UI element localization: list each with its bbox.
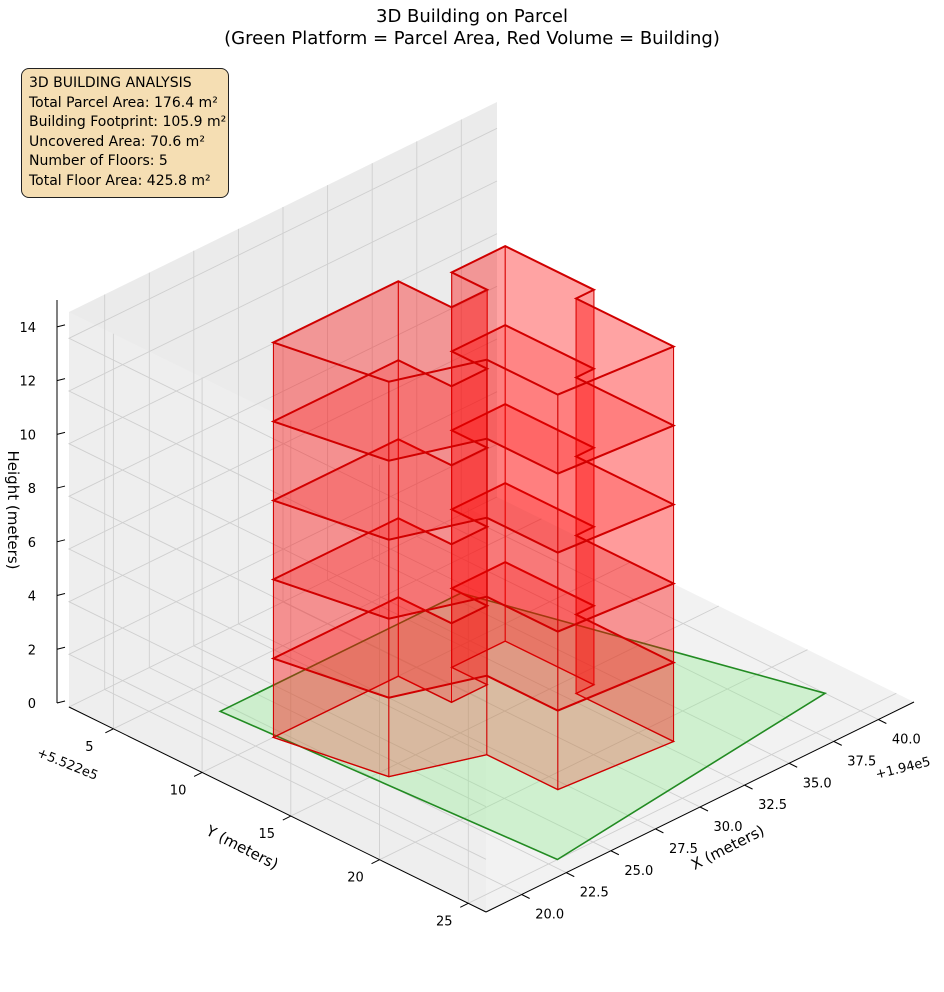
x-tick-label-0: 20.0 bbox=[535, 908, 564, 923]
chart-subtitle: (Green Platform = Parcel Area, Red Volum… bbox=[224, 28, 720, 49]
x-tick-mark-8 bbox=[878, 719, 887, 724]
x-tick-mark-7 bbox=[833, 740, 842, 746]
z-tick-mark-4 bbox=[56, 485, 66, 489]
y-axis-line bbox=[68, 706, 487, 913]
grid-line-z-3 bbox=[67, 338, 498, 755]
z-tick-label-5: 10 bbox=[19, 428, 36, 443]
floor-5 bbox=[270, 244, 677, 475]
x-tick-label-8: 40.0 bbox=[892, 733, 921, 748]
x-tick-mark-6 bbox=[788, 762, 798, 768]
z-axis-label: Height (meters) bbox=[4, 451, 22, 570]
x-tick-label-7: 37.5 bbox=[847, 754, 876, 769]
z-tick-label-3: 6 bbox=[28, 536, 36, 551]
floor-1-base bbox=[271, 640, 676, 791]
z-tick-label-6: 12 bbox=[19, 375, 36, 390]
grid-line-z-1 bbox=[67, 443, 498, 860]
building-analysis-box: 3D BUILDING ANALYSIS Total Parcel Area: … bbox=[21, 68, 229, 198]
z-tick-label-2: 4 bbox=[28, 590, 36, 605]
y-tick-label-0: 5 bbox=[85, 740, 93, 755]
x-tick-label-3: 27.5 bbox=[669, 842, 698, 857]
z-tick-label-4: 8 bbox=[28, 482, 36, 497]
z-tick-mark-7 bbox=[56, 324, 66, 328]
y-tick-label-3: 20 bbox=[347, 871, 364, 886]
x-tick-mark-0 bbox=[521, 894, 530, 899]
floor-3-base bbox=[271, 482, 676, 633]
y-tick-label-4: 25 bbox=[436, 914, 453, 929]
chart-title: 3D Building on Parcel (Green Platform = … bbox=[0, 6, 944, 50]
floor-2-base bbox=[271, 561, 676, 712]
z-tick-mark-5 bbox=[56, 431, 66, 435]
y-tick-label-1: 10 bbox=[170, 783, 187, 798]
side-pane bbox=[69, 312, 486, 912]
z-tick-mark-3 bbox=[56, 539, 66, 543]
z-tick-mark-0 bbox=[56, 700, 66, 704]
x-tick-mark-2 bbox=[610, 850, 620, 856]
x-tick-label-5: 32.5 bbox=[758, 798, 787, 813]
info-line-floors: Number of Floors: 5 bbox=[29, 153, 168, 170]
info-line-uncovered: Uncovered Area: 70.6 m² bbox=[29, 133, 205, 150]
x-offset-label: +1.94e5 bbox=[874, 755, 932, 783]
z-tick-mark-1 bbox=[56, 646, 66, 650]
y-tick-mark-1 bbox=[193, 771, 203, 777]
x-tick-mark-5 bbox=[744, 784, 753, 790]
floor-5-top bbox=[270, 244, 677, 396]
x-tick-label-4: 30.0 bbox=[714, 820, 743, 835]
axis-lines bbox=[56, 300, 915, 913]
grid-line-z-7 bbox=[67, 127, 498, 544]
floor-3 bbox=[270, 402, 677, 633]
floor-5-base bbox=[271, 324, 676, 475]
grid-line-z-4 bbox=[67, 285, 498, 702]
chart-title-main: 3D Building on Parcel bbox=[376, 6, 568, 27]
z-tick-mark-6 bbox=[56, 378, 66, 382]
x-tick-mark-4 bbox=[699, 806, 709, 812]
x-tick-mark-3 bbox=[655, 828, 664, 834]
z-tick-label-7: 14 bbox=[19, 321, 36, 336]
x-tick-label-1: 22.5 bbox=[580, 886, 609, 901]
grid-line-z-6 bbox=[67, 180, 498, 597]
z-tick-mark-2 bbox=[56, 593, 66, 597]
y-tick-label-2: 15 bbox=[259, 827, 276, 842]
info-line-floor-area: Total Floor Area: 425.8 m² bbox=[29, 172, 211, 189]
building-scene bbox=[218, 244, 828, 861]
x-tick-label-6: 35.0 bbox=[803, 776, 832, 791]
y-tick-mark-4 bbox=[460, 902, 469, 908]
z-tick-label-0: 0 bbox=[28, 697, 36, 712]
floor-4 bbox=[270, 323, 677, 554]
y-tick-mark-3 bbox=[371, 859, 380, 865]
info-heading: 3D BUILDING ANALYSIS bbox=[29, 75, 192, 91]
y-tick-mark-0 bbox=[105, 728, 114, 734]
floor-4-base bbox=[271, 403, 676, 554]
x-tick-mark-1 bbox=[566, 872, 575, 878]
info-line-footprint: Building Footprint: 105.9 m² bbox=[29, 114, 227, 131]
z-tick-label-1: 2 bbox=[28, 643, 36, 658]
x-tick-label-2: 25.0 bbox=[624, 864, 653, 879]
info-line-parcel-area: Total Parcel Area: 176.4 m² bbox=[29, 94, 218, 111]
y-tick-mark-2 bbox=[282, 815, 292, 821]
